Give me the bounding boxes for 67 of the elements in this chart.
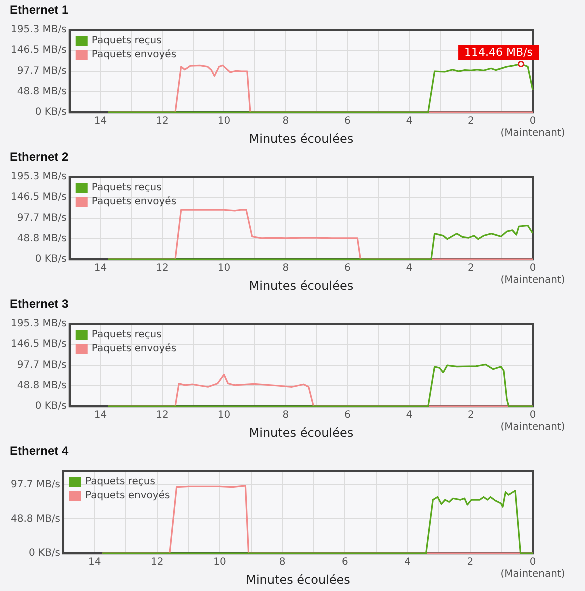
y-tick-label: 0 KB/s <box>35 254 67 266</box>
y-tick-label: 195.3 MB/s <box>11 172 67 183</box>
x-tick-label: 4 <box>406 410 413 422</box>
x-tick-label: 6 <box>344 116 351 128</box>
x-tick-label: 8 <box>282 116 290 128</box>
x-tick-label: 14 <box>88 557 102 568</box>
x-tick-label: 12 <box>156 116 169 128</box>
y-tick-label: 48.8 MB/s <box>17 234 67 245</box>
x-tick-label: 6 <box>342 557 348 568</box>
x-tick-label: 0 (Maintenant) <box>500 263 566 286</box>
x-tick-label: 10 <box>218 410 231 422</box>
x-tick-label: 12 <box>151 557 164 568</box>
y-tick-label: 0 KB/s <box>35 107 67 118</box>
y-tick-label: 146.5 MB/s <box>11 339 67 350</box>
legend-label: Paquets reçus <box>86 476 156 488</box>
x-tick-label: 4 <box>406 116 413 128</box>
x-tick-label: 6 <box>344 410 351 422</box>
legend-label: Paquets reçus <box>92 330 162 341</box>
chart-title: Ethernet 4 <box>10 444 69 458</box>
x-tick-label: 14 <box>94 116 108 128</box>
y-tick-label: 195.3 MB/s <box>11 318 67 330</box>
x-tick-label: 0 (Maintenant) <box>500 116 566 140</box>
y-tick-label: 97.7 MB/s <box>17 66 67 77</box>
x-tick-label: 2 <box>468 263 474 274</box>
y-tick-label: 97.7 MB/s <box>17 212 67 224</box>
x-tick-label: 0 (Maintenant) <box>500 410 566 434</box>
legend-label: Paquets reçus <box>92 182 162 194</box>
x-tick-label: 2 <box>468 410 474 422</box>
y-tick-label: 48.8 MB/s <box>17 380 67 392</box>
x-tick-label: 4 <box>404 557 411 568</box>
x-tick-label: 8 <box>282 263 290 274</box>
y-tick-label: 0 KB/s <box>35 401 67 412</box>
legend-label: Paquets envoyés <box>92 196 177 208</box>
x-tick-label: 10 <box>218 263 231 274</box>
x-tick-label: 0 (Maintenant) <box>500 557 566 580</box>
x-tick-label: 12 <box>156 410 169 422</box>
x-tick-label: 8 <box>279 557 286 568</box>
x-tick-label: 14 <box>94 410 108 422</box>
x-tick-label: 10 <box>218 116 231 128</box>
x-tick-label: 14 <box>94 263 108 274</box>
legend-label: Paquets envoyés <box>92 344 177 355</box>
chart-title: Ethernet 2 <box>10 150 69 164</box>
x-axis-title: Minutes écoulées <box>246 572 350 587</box>
x-axis-title: Minutes écoulées <box>249 278 354 293</box>
y-tick-label: 146.5 MB/s <box>11 192 67 204</box>
x-axis-title: Minutes écoulées <box>249 426 354 440</box>
y-tick-label: 146.5 MB/s <box>11 45 67 56</box>
annotation: 114.46 MB/s <box>464 46 534 60</box>
x-tick-label: 2 <box>467 557 474 568</box>
x-tick-label: 8 <box>282 410 290 422</box>
x-tick-label: 10 <box>214 557 226 568</box>
x-tick-label: 2 <box>468 116 474 128</box>
y-tick-label: 48.8 MB/s <box>17 86 67 98</box>
y-tick-label: 0 KB/s <box>28 548 61 560</box>
y-tick-label: 48.8 MB/s <box>10 514 61 525</box>
legend-label: Paquets envoyés <box>86 490 170 502</box>
chart-title: Ethernet 3 <box>10 297 69 311</box>
legend-label: Paquets reçus <box>92 36 162 47</box>
y-tick-label: 195.3 MB/s <box>11 24 67 36</box>
legend-label: Paquets envoyés <box>92 50 177 61</box>
x-tick-label: 4 <box>406 263 413 274</box>
y-tick-label: 97.7 MB/s <box>10 479 61 490</box>
x-axis-title: Minutes écoulées <box>249 132 354 146</box>
y-tick-label: 97.7 MB/s <box>17 360 67 371</box>
chart-title: Ethernet 1 <box>10 3 69 17</box>
x-tick-label: 12 <box>156 263 169 274</box>
x-tick-label: 6 <box>344 263 351 274</box>
